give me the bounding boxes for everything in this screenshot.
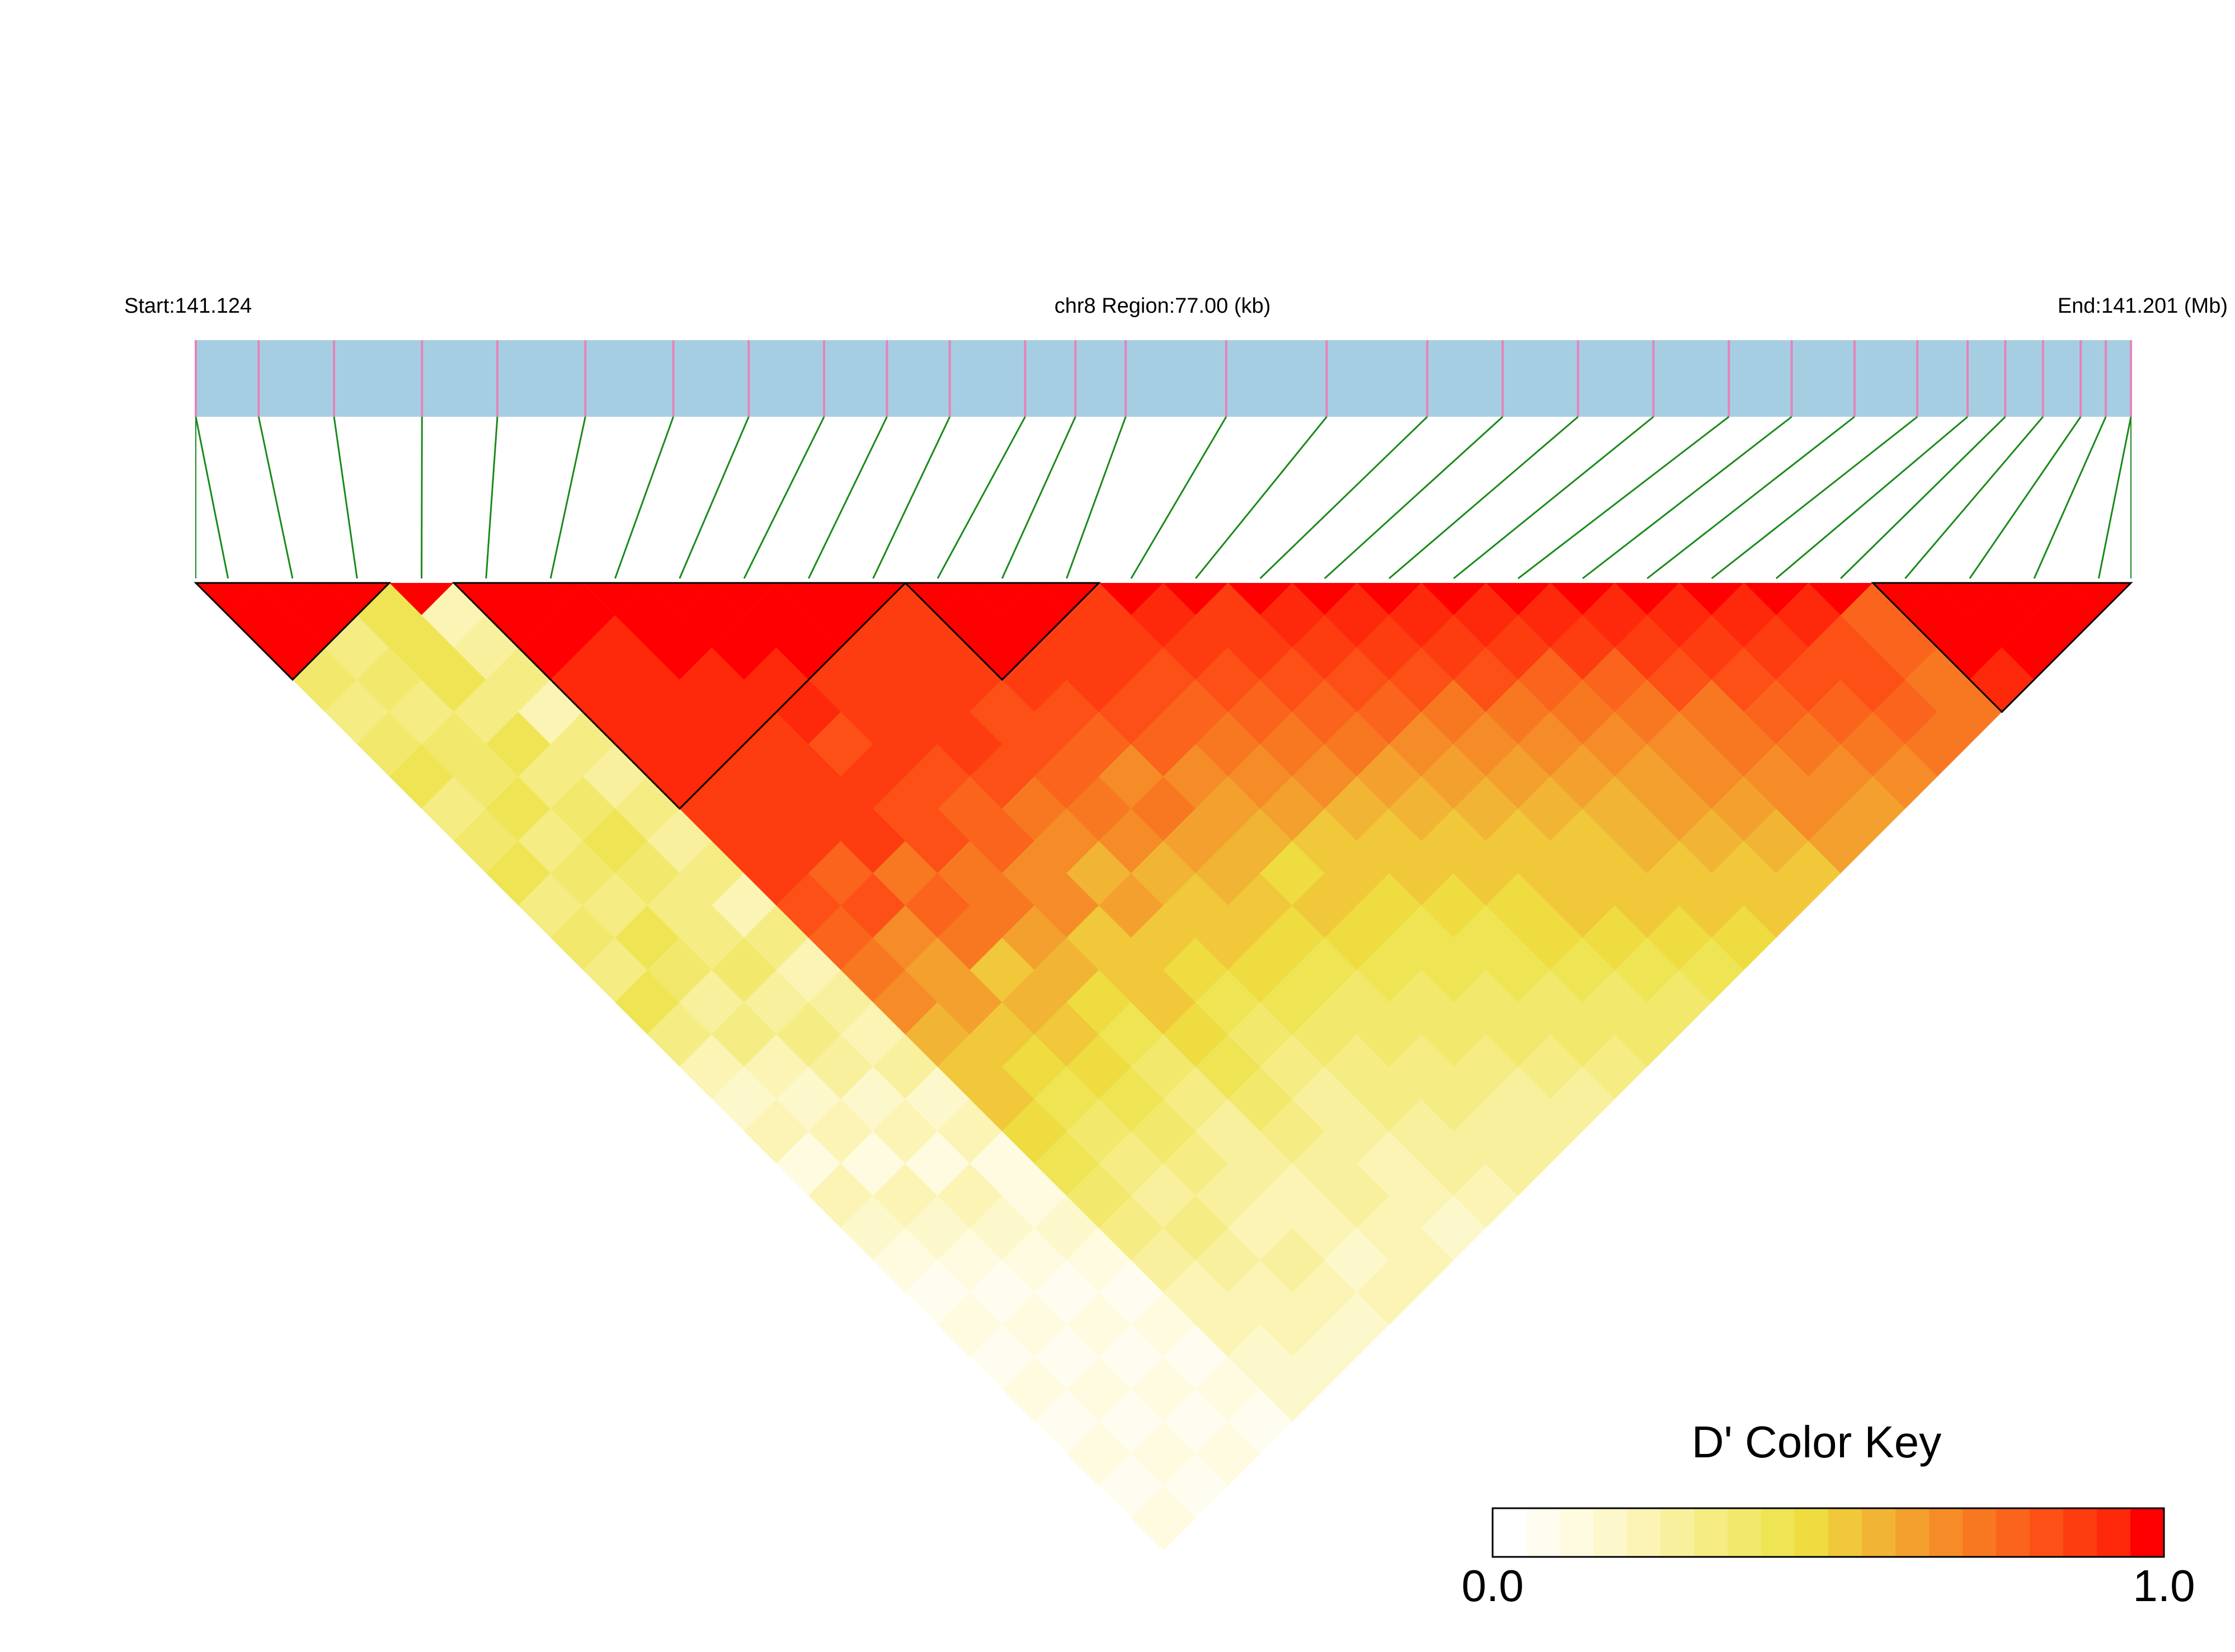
gene-bar: [196, 340, 2131, 417]
snp-link: [257, 416, 294, 579]
self-cell: [905, 583, 970, 615]
snp-link: [1389, 416, 1579, 580]
ld-block: [451, 582, 907, 810]
self-cell: [776, 583, 841, 615]
snp-link: [1646, 416, 1855, 580]
snp-link: [333, 416, 358, 579]
colorkey-swatch: [1526, 1508, 1560, 1557]
colorkey-swatch: [1996, 1508, 2030, 1557]
snp-link: [1582, 416, 1792, 580]
self-cell: [196, 583, 261, 615]
region-label: chr8 Region:77.00 (kb): [1055, 294, 1271, 318]
self-cell: [1872, 583, 1938, 615]
colorkey-swatch: [1694, 1508, 1728, 1557]
self-cell: [1744, 583, 1809, 615]
snp-link: [195, 416, 229, 579]
self-cell: [712, 583, 777, 615]
colorkey-swatch: [2063, 1508, 2097, 1557]
colorkey-swatch: [1560, 1508, 1594, 1557]
ld-block: [194, 582, 392, 681]
self-cell: [841, 583, 906, 615]
self-cell: [1937, 583, 2002, 615]
self-cell: [518, 583, 583, 615]
self-cell: [1292, 583, 1357, 615]
self-cell: [389, 583, 454, 615]
snp-link: [2097, 416, 2132, 579]
colorkey-swatch: [1593, 1508, 1627, 1557]
self-cell: [1034, 583, 1099, 615]
snp-link: [808, 416, 888, 579]
colorkey-swatch: [1660, 1508, 1695, 1557]
snp-link: [1066, 416, 1127, 579]
self-cell: [1808, 583, 1873, 615]
snp-link: [614, 416, 674, 579]
self-cell: [2002, 583, 2067, 615]
colorkey-swatch: [2130, 1508, 2165, 1557]
self-cell: [1163, 583, 1228, 615]
self-cell: [1486, 583, 1551, 615]
start-label: Start:141.124: [124, 294, 252, 318]
colorkey-swatch: [2030, 1508, 2064, 1557]
colorkey-tick-label: 1.0: [2133, 1561, 2195, 1611]
self-cell: [647, 583, 712, 615]
colorkey-swatch: [1493, 1508, 1527, 1557]
colorkey-swatch: [1929, 1508, 1963, 1557]
snp-link: [1194, 416, 1328, 579]
self-cell: [2066, 583, 2131, 615]
colorkey-swatch: [1828, 1508, 1862, 1557]
colorkey-title: D' Color Key: [1692, 1417, 1942, 1467]
snp-link: [679, 416, 750, 579]
snp-link: [2033, 416, 2107, 579]
end-label: End:141.201 (Mb): [2058, 294, 2228, 318]
snp-link: [1517, 416, 1730, 580]
self-cell: [260, 583, 325, 615]
self-cell: [1099, 583, 1164, 615]
colorkey-frame: [1491, 1507, 2165, 1558]
snp-link: [743, 416, 825, 579]
colorkey-swatch: [2097, 1508, 2131, 1557]
colorkey-swatch: [1895, 1508, 1930, 1557]
snp-link: [485, 416, 498, 579]
colorkey-swatch: [1862, 1508, 1896, 1557]
colorkey-swatch: [1627, 1508, 1661, 1557]
colorkey-swatch: [1728, 1508, 1762, 1557]
snp-link: [872, 416, 951, 579]
snp-link: [1969, 416, 2082, 579]
self-cell: [970, 583, 1034, 615]
snp-link: [1259, 416, 1428, 580]
snp-link: [1001, 416, 1076, 579]
snp-link: [1130, 416, 1227, 579]
colorkey-swatch: [1963, 1508, 1997, 1557]
snp-link: [1324, 416, 1503, 580]
snp-link: [1840, 416, 2006, 580]
snp-link: [937, 416, 1026, 579]
self-cell: [1615, 583, 1679, 615]
self-cell: [1421, 583, 1486, 615]
ld-block: [903, 582, 1101, 681]
snp-link: [1904, 416, 2044, 579]
snp-link: [1453, 416, 1654, 580]
self-cell: [582, 583, 648, 615]
self-cell: [1550, 583, 1615, 615]
colorkey-swatch: [1761, 1508, 1795, 1557]
self-cell: [1227, 583, 1293, 615]
self-cell: [324, 583, 389, 615]
snp-link: [1711, 416, 1918, 580]
colorkey-tick-label: 0.0: [1461, 1561, 1523, 1611]
ld-block: [1871, 582, 2133, 713]
snp-link: [1775, 416, 1968, 580]
snp-link: [549, 416, 586, 579]
self-cell: [454, 583, 519, 615]
self-cell: [1357, 583, 1422, 615]
self-cell: [1679, 583, 1744, 615]
colorkey-swatch: [1795, 1508, 1829, 1557]
